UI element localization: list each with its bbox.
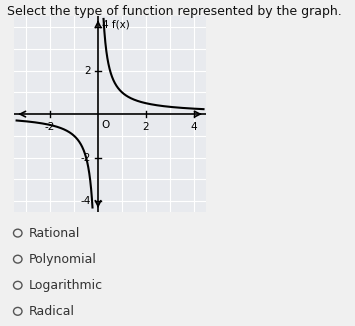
Text: -2: -2 (81, 153, 91, 163)
Text: Polynomial: Polynomial (29, 253, 97, 266)
Text: -2: -2 (45, 122, 55, 132)
Text: Rational: Rational (29, 227, 81, 240)
Text: Select the type of function represented by the graph.: Select the type of function represented … (7, 5, 342, 18)
Text: 4 f(x): 4 f(x) (102, 20, 130, 30)
Text: -4: -4 (81, 196, 91, 206)
Text: 2: 2 (84, 66, 91, 76)
Text: 4: 4 (191, 122, 197, 132)
Text: 2: 2 (143, 122, 149, 132)
Text: Logarithmic: Logarithmic (29, 279, 103, 292)
Text: Radical: Radical (29, 305, 75, 318)
Text: O: O (102, 120, 110, 129)
